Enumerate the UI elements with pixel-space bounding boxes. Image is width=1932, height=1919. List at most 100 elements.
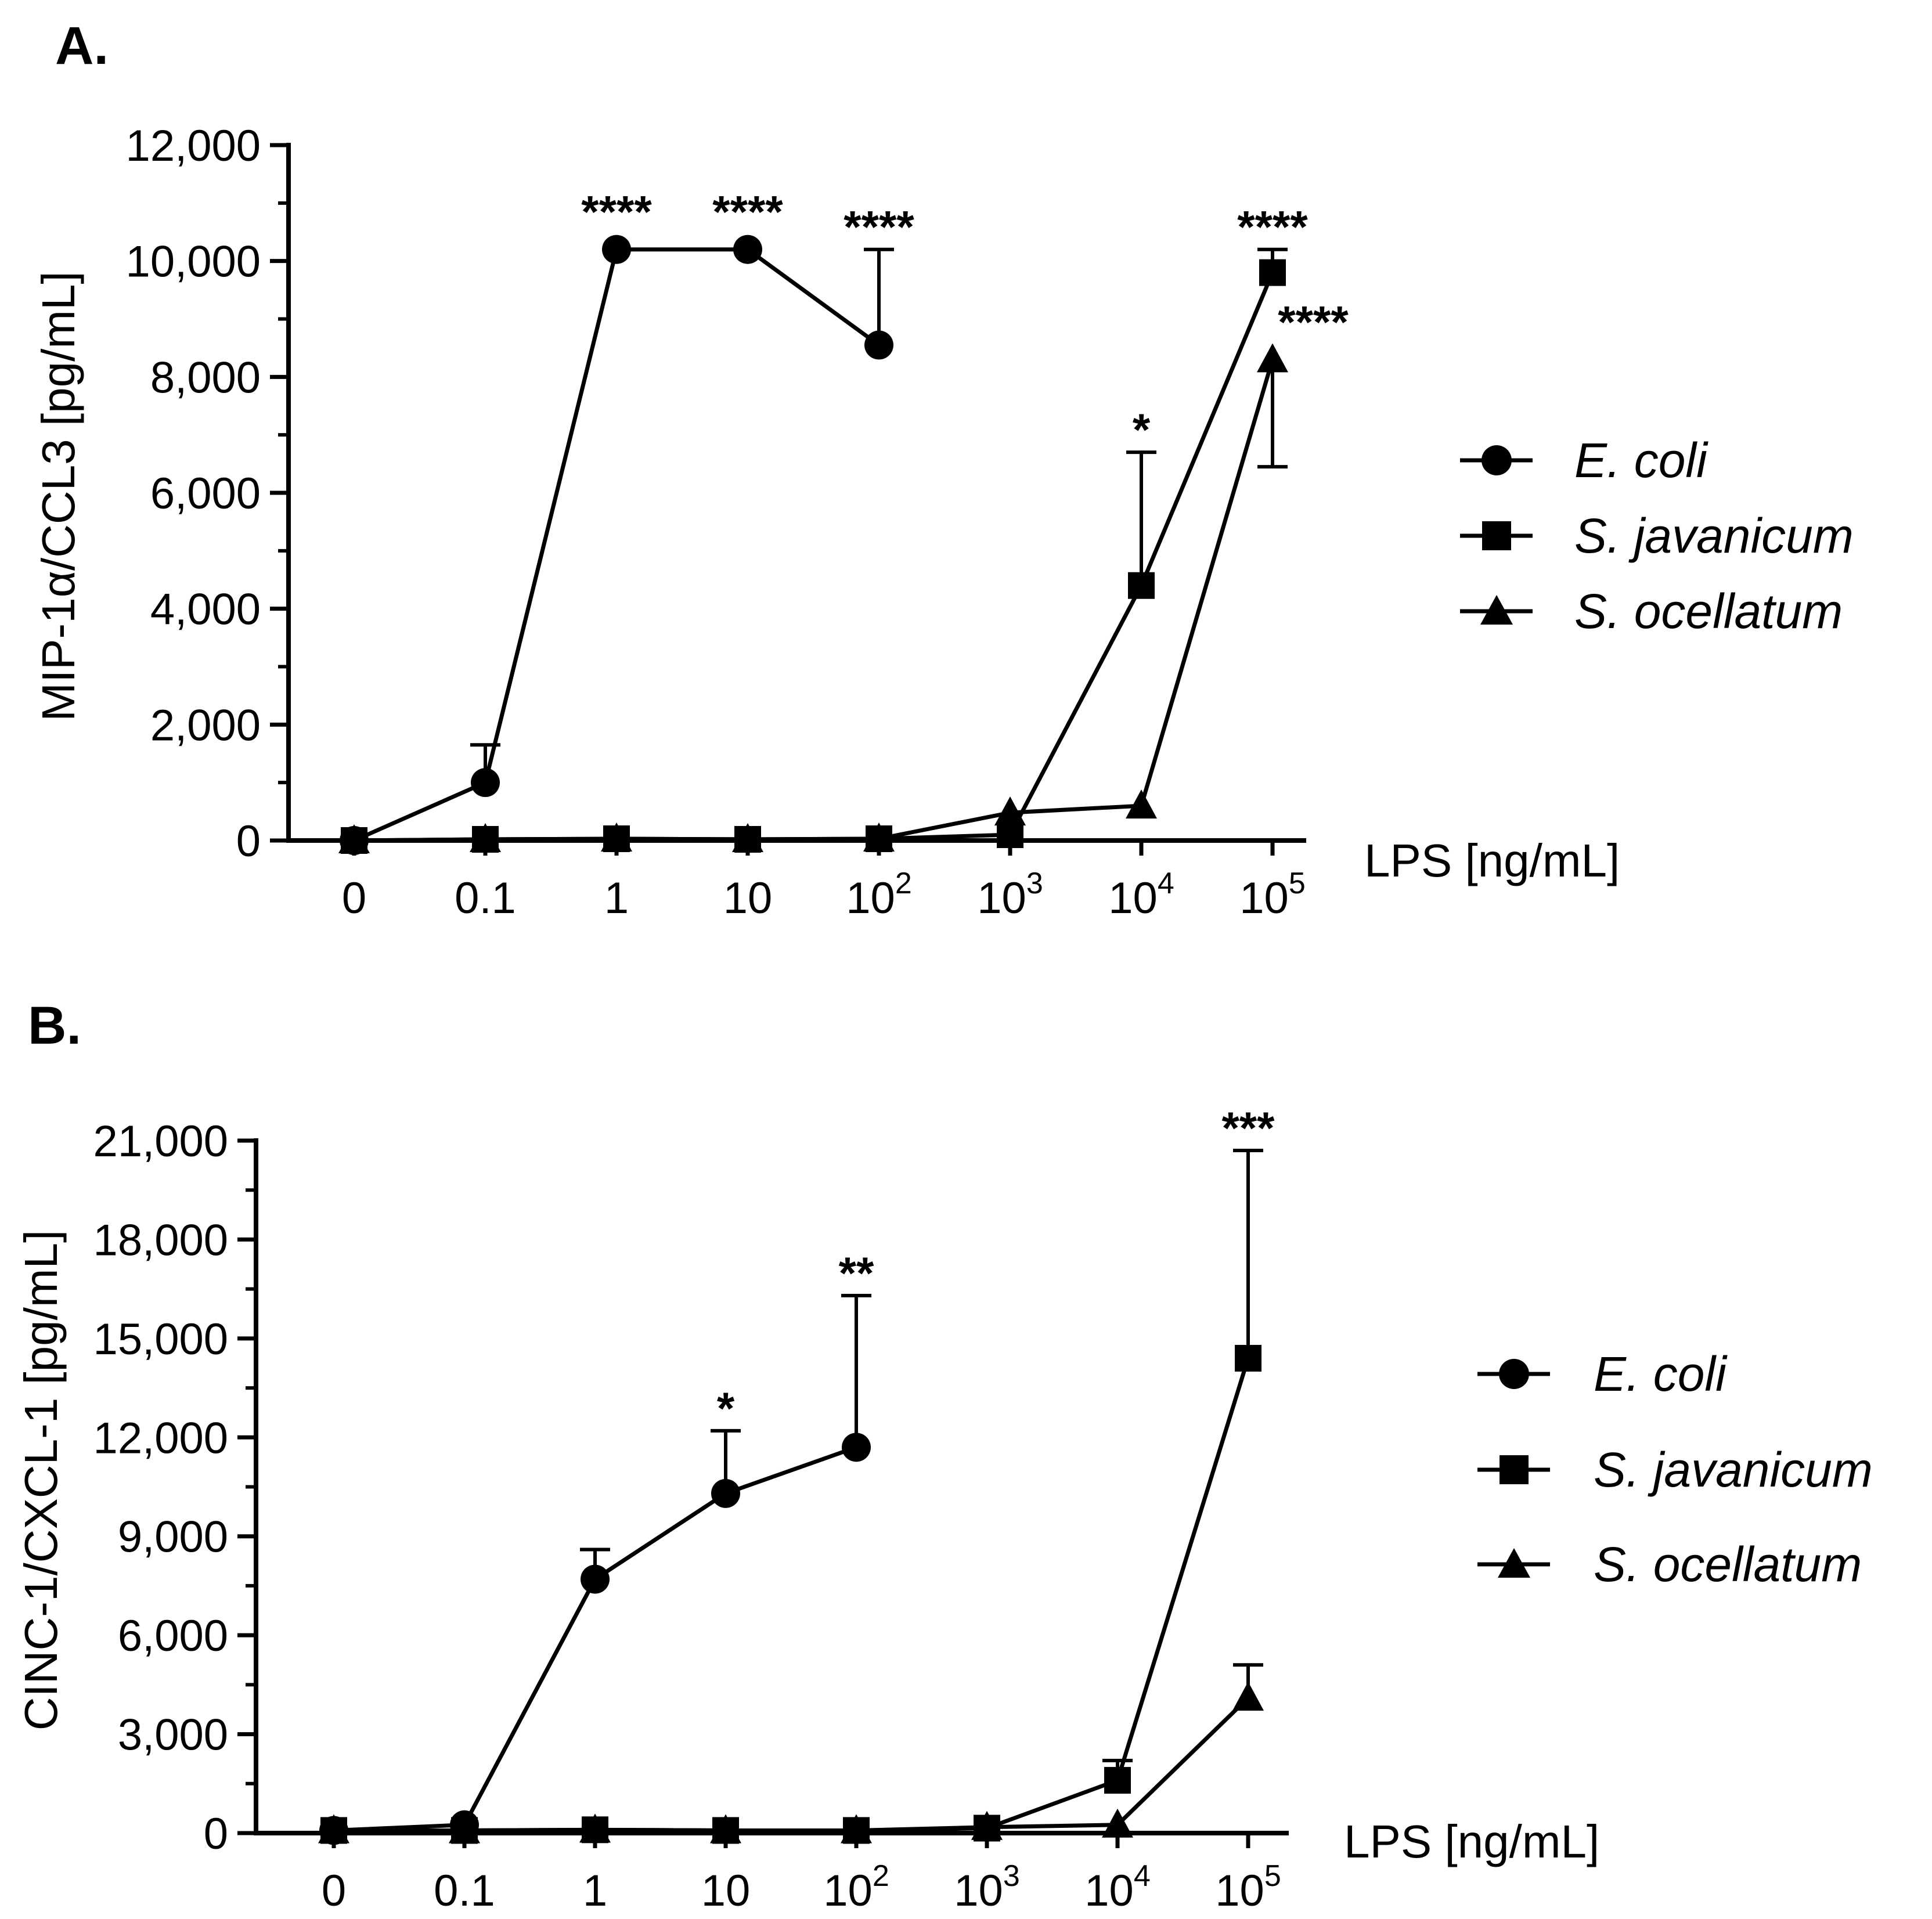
panel-a-y-axis-title: MIP-1α/CCL3 [pg/mL] — [33, 271, 84, 721]
data-point-s-javanicum — [1259, 259, 1286, 286]
panel-b: B. CINC-1/CXCL-1 [pg/mL] LPS [ng/mL] 0 3,… — [15, 996, 1873, 1916]
significance-label-e-coli: **** — [581, 186, 652, 237]
x-tick-label: 102 — [823, 1859, 889, 1916]
legend-label-s-javanicum: S. javanicum — [1574, 508, 1854, 563]
panel-a: A. MIP-1α/CCL3 [pg/mL] LPS [ng/mL] 0 2,00… — [33, 16, 1854, 923]
x-tick-label: 10 — [723, 874, 773, 923]
y-tick-label: 6,000 — [118, 1611, 228, 1661]
significance-label-s-ocellatum: **** — [1278, 296, 1349, 347]
x-tick-label: 104 — [1084, 1859, 1150, 1916]
data-point-s-ocellatum — [1126, 789, 1157, 819]
panel-b-label: B. — [28, 996, 81, 1055]
panel-b-legend: E. coli S. javanicum S. ocellatum — [1477, 1347, 1873, 1592]
panel-b-data: ****** — [318, 1102, 1275, 1845]
y-tick-label: 15,000 — [93, 1315, 228, 1364]
data-point-e-coli — [471, 768, 500, 798]
y-tick-label: 6,000 — [150, 469, 261, 518]
panel-a-axes: 0 2,000 4,000 6,000 8,000 10,000 12,000 0 0.1 1 10… — [126, 121, 1306, 923]
y-tick-label: 4,000 — [150, 585, 261, 634]
significance-label-s-javanicum: * — [1133, 404, 1151, 455]
significance-label-e-coli: * — [717, 1383, 735, 1434]
legend-label-s-ocellatum: S. ocellatum — [1574, 584, 1843, 639]
x-tick-label: 105 — [1215, 1859, 1281, 1916]
significance-label-e-coli: **** — [712, 186, 783, 237]
legend-circle-marker — [1482, 445, 1512, 475]
series-line-s-ocellatum — [354, 359, 1275, 843]
y-tick-label: 10,000 — [126, 237, 261, 287]
panel-b-axes: 0 3,000 6,000 9,000 12,000 15,000 18,000 21,000… — [93, 1117, 1289, 1916]
data-point-s-ocellatum — [971, 1810, 1003, 1840]
x-tick-label: 0 — [342, 874, 366, 923]
x-tick-label: 103 — [977, 867, 1043, 923]
x-tick-label: 105 — [1239, 867, 1305, 923]
y-tick-label: 0 — [236, 817, 261, 866]
legend-triangle-marker — [1480, 595, 1513, 625]
x-tick-label: 1 — [604, 874, 629, 923]
data-point-s-ocellatum — [470, 823, 501, 853]
legend-item-e-coli: E. coli — [1460, 433, 1708, 488]
x-tick-label: 103 — [954, 1859, 1019, 1916]
legend-square-marker — [1482, 521, 1511, 550]
panel-a-data: **** **** ************* — [338, 186, 1349, 855]
data-point-s-ocellatum — [710, 1814, 741, 1844]
x-tick-label: 102 — [846, 867, 911, 923]
y-tick-label: 12,000 — [93, 1413, 228, 1463]
data-point-s-ocellatum — [1232, 1682, 1264, 1711]
significance-label-e-coli: ** — [839, 1247, 874, 1298]
data-point-s-ocellatum — [994, 796, 1026, 826]
data-point-s-ocellatum — [841, 1814, 872, 1844]
data-point-s-ocellatum — [318, 1814, 349, 1844]
significance-label-s-javanicum: **** — [1237, 201, 1308, 252]
data-point-e-coli — [602, 235, 631, 264]
x-tick-label: 1 — [583, 1866, 607, 1916]
data-point-s-javanicum — [1235, 1344, 1261, 1372]
x-tick-label: 0.1 — [434, 1866, 495, 1916]
series-line-e-coli — [353, 247, 881, 843]
panel-b-y-axis-title: CINC-1/CXCL-1 [pg/mL] — [15, 1230, 67, 1730]
legend-circle-marker — [1499, 1359, 1529, 1389]
legend-label-s-ocellatum: S. ocellatum — [1594, 1537, 1862, 1592]
panel-a-label: A. — [55, 16, 109, 75]
data-point-e-coli — [842, 1433, 871, 1462]
y-tick-label: 21,000 — [93, 1117, 228, 1166]
panel-a-legend: E. coli S. javanicum S. ocellatum — [1460, 433, 1854, 639]
y-tick-label: 18,000 — [93, 1215, 228, 1265]
x-tick-label: 0.1 — [455, 874, 516, 923]
data-point-s-ocellatum — [579, 1813, 611, 1843]
legend-item-s-javanicum: S. javanicum — [1460, 508, 1854, 563]
data-point-s-ocellatum — [449, 1814, 480, 1844]
data-point-e-coli — [864, 330, 893, 360]
data-point-s-javanicum — [1128, 572, 1155, 599]
legend-label-e-coli: E. coli — [1574, 433, 1708, 488]
data-point-s-ocellatum — [1257, 343, 1288, 373]
legend-triangle-marker — [1498, 1548, 1530, 1578]
data-point-s-javanicum — [1104, 1767, 1131, 1794]
data-point-e-coli — [733, 235, 762, 264]
series-line-e-coli — [333, 1445, 857, 1833]
data-point-s-ocellatum — [863, 823, 895, 852]
y-tick-label: 0 — [204, 1809, 228, 1859]
legend-item-s-ocellatum: S. ocellatum — [1477, 1537, 1862, 1592]
x-tick-label: 10 — [701, 1866, 751, 1916]
x-tick-label: 0 — [322, 1866, 346, 1916]
data-point-s-ocellatum — [1102, 1808, 1133, 1838]
legend-label-e-coli: E. coli — [1594, 1347, 1728, 1401]
data-point-e-coli — [581, 1564, 610, 1594]
y-tick-label: 12,000 — [126, 121, 261, 171]
data-point-s-javanicum — [997, 821, 1023, 849]
y-tick-label: 3,000 — [118, 1711, 228, 1760]
significance-label-s-javanicum: *** — [1221, 1102, 1275, 1153]
panel-a-x-axis-title: LPS [ng/mL] — [1364, 835, 1620, 886]
y-tick-label: 8,000 — [150, 353, 261, 402]
data-point-s-ocellatum — [601, 823, 632, 852]
series-line-s-ocellatum — [334, 1696, 1250, 1833]
legend-square-marker — [1500, 1455, 1529, 1484]
y-tick-label: 2,000 — [150, 701, 261, 750]
data-point-e-coli — [711, 1478, 740, 1508]
x-tick-label: 104 — [1108, 867, 1174, 923]
data-point-s-ocellatum — [338, 824, 370, 853]
legend-item-s-ocellatum: S. ocellatum — [1460, 584, 1843, 639]
panel-b-x-axis-title: LPS [ng/mL] — [1344, 1816, 1599, 1867]
data-point-s-ocellatum — [732, 823, 763, 853]
